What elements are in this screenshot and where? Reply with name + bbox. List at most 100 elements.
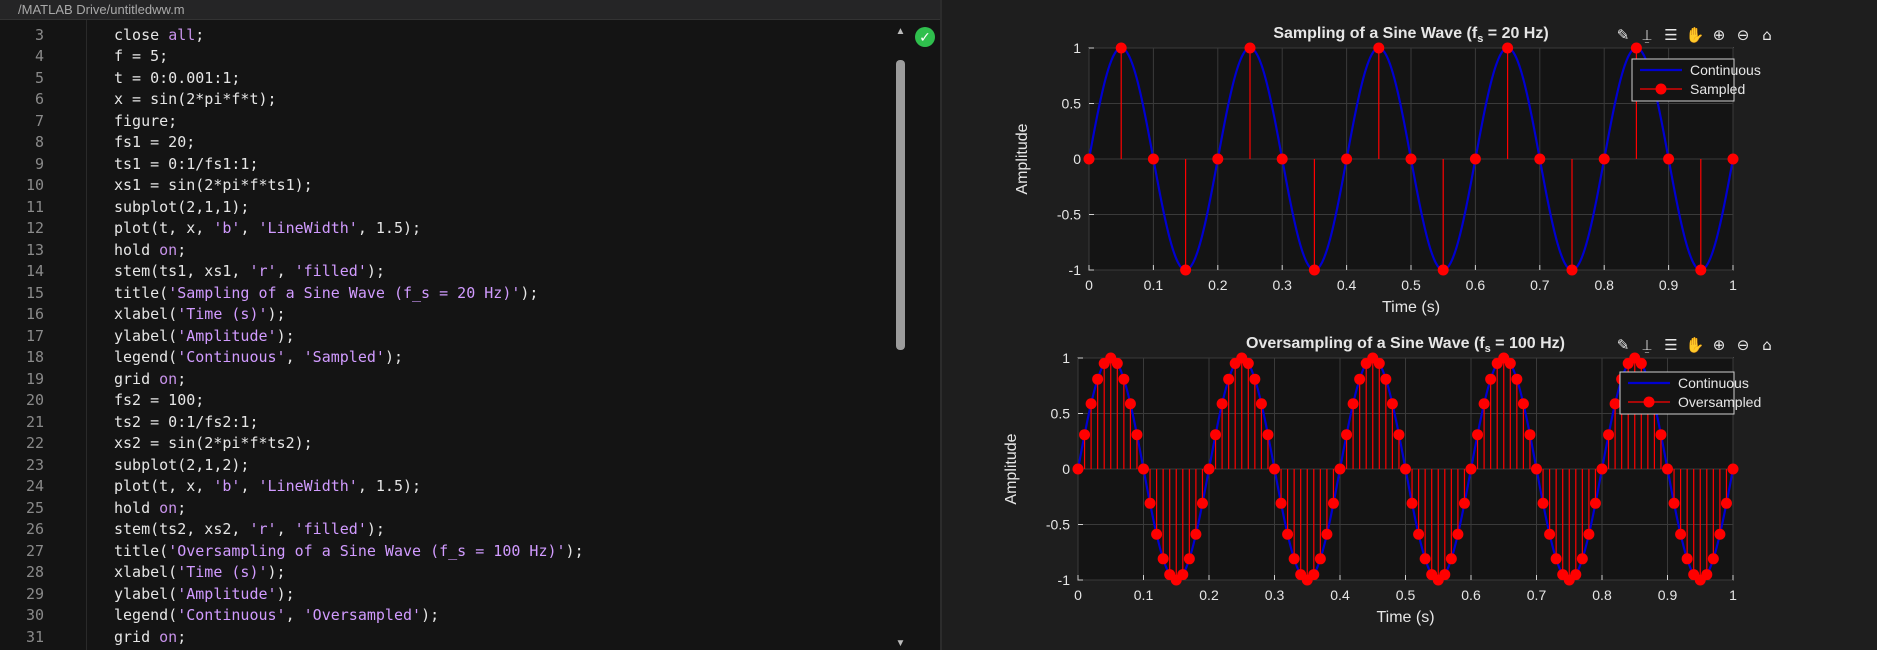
code-text[interactable]: subplot(2,1,2);	[114, 455, 250, 474]
code-text[interactable]: xlabel('Time (s)');	[114, 305, 286, 323]
code-text[interactable]: grid on;	[114, 369, 187, 388]
pan-icon[interactable]: ✋	[1685, 26, 1705, 44]
code-text[interactable]: plot(t, x, 'b', 'LineWidth', 1.5);	[114, 477, 422, 495]
zoom-in-icon[interactable]: ⊕	[1712, 336, 1726, 354]
code-text[interactable]: t = 0:0.001:1;	[114, 68, 241, 87]
code-text[interactable]: hold on;	[114, 240, 187, 259]
code-text[interactable]: hold on;	[114, 498, 187, 517]
code-line[interactable]: 29 ylabel('Amplitude');	[0, 585, 890, 607]
code-text[interactable]: title('Sampling of a Sine Wave (f_s = 20…	[114, 283, 539, 302]
code-line[interactable]: 19 grid on;	[0, 370, 890, 392]
code-line[interactable]: 28 xlabel('Time (s)');	[0, 563, 890, 585]
stem-marker	[1550, 553, 1562, 565]
stem-marker	[1144, 497, 1156, 509]
x-tick-label: 0.8	[1592, 587, 1612, 603]
code-text[interactable]: figure;	[114, 111, 178, 130]
data-tips-icon[interactable]: ⍊	[1642, 336, 1652, 354]
stem-marker	[1085, 398, 1097, 410]
stem-marker	[1469, 153, 1481, 165]
zoom-in-icon[interactable]: ⊕	[1712, 26, 1726, 44]
code-line[interactable]: 3 close all;	[0, 26, 890, 48]
stem-marker	[1609, 398, 1621, 410]
code-line[interactable]: 27 title('Oversampling of a Sine Wave (f_…	[0, 542, 890, 564]
code-text[interactable]: grid on;	[114, 627, 187, 646]
line-number: 5	[34, 68, 44, 87]
code-text[interactable]: ts2 = 0:1/fs2:1;	[114, 412, 259, 431]
code-line[interactable]: 16 xlabel('Time (s)');	[0, 305, 890, 327]
code-text[interactable]: xlabel('Time (s)');	[114, 563, 286, 581]
code-line[interactable]: 4 f = 5;	[0, 47, 890, 69]
code-line[interactable]: 30 legend('Continuous', 'Oversampled');	[0, 606, 890, 628]
code-text[interactable]: xs1 = sin(2*pi*f*ts1);	[114, 176, 313, 194]
code-line[interactable]: 15 title('Sampling of a Sine Wave (f_s = …	[0, 284, 890, 306]
code-line[interactable]: 5 t = 0:0.001:1;	[0, 69, 890, 91]
y-tick-label: -0.5	[1057, 207, 1081, 223]
code-line[interactable]: 6 x = sin(2*pi*f*t);	[0, 90, 890, 112]
code-line[interactable]: 11 subplot(2,1,1);	[0, 198, 890, 220]
legend-icon[interactable]: ☰	[1664, 336, 1678, 354]
code-text[interactable]: xs2 = sin(2*pi*f*ts2);	[114, 434, 313, 452]
code-line[interactable]: 23 subplot(2,1,2);	[0, 456, 890, 478]
code-line[interactable]: 31 grid on;	[0, 628, 890, 650]
zoom-out-icon[interactable]: ⊖	[1736, 336, 1750, 354]
data-tips-icon[interactable]: ⍊	[1642, 26, 1652, 44]
code-text[interactable]: close all;	[114, 25, 205, 44]
x-tick-label: 0.4	[1330, 587, 1350, 603]
code-text[interactable]: plot(t, x, 'b', 'LineWidth', 1.5);	[114, 219, 422, 237]
stem-marker	[1190, 528, 1202, 540]
pane-divider[interactable]	[940, 0, 942, 650]
stem-marker	[1308, 569, 1320, 581]
edit-brush-icon[interactable]: ✎	[1616, 26, 1630, 44]
code-line[interactable]: 20 fs2 = 100;	[0, 391, 890, 413]
stem-marker	[1196, 497, 1208, 509]
stem-marker	[1373, 357, 1385, 369]
code-line[interactable]: 8 fs1 = 20;	[0, 133, 890, 155]
figure-window: 0 0.1 0.2 0.3 0.4 0.5 0.6 0.7 0.8 0.9 1 -1 -0.5 0 0.5 1…	[942, 0, 1877, 650]
code-line[interactable]: 9 ts1 = 0:1/fs1:1;	[0, 155, 890, 177]
scroll-up-arrow-icon[interactable]: ▲	[895, 26, 906, 37]
code-analyzer-ok-icon[interactable]: ✓	[915, 27, 935, 47]
code-text[interactable]: ylabel('Amplitude');	[114, 584, 295, 603]
editor-scrollbar[interactable]: ▲ ▼	[894, 26, 907, 650]
code-line[interactable]: 18 legend('Continuous', 'Sampled');	[0, 348, 890, 370]
code-line[interactable]: 25 hold on;	[0, 499, 890, 521]
code-text[interactable]: subplot(2,1,1);	[114, 197, 250, 216]
legend-icon[interactable]: ☰	[1664, 26, 1678, 44]
code-line[interactable]: 17 ylabel('Amplitude');	[0, 327, 890, 349]
code-text[interactable]: ts1 = 0:1/fs1:1;	[114, 154, 259, 173]
code-text[interactable]: legend('Continuous', 'Oversampled');	[114, 606, 440, 624]
code-text[interactable]: fs2 = 100;	[114, 391, 205, 409]
stem-marker	[1465, 463, 1477, 475]
code-text[interactable]: ylabel('Amplitude');	[114, 326, 295, 345]
code-text[interactable]: fs1 = 20;	[114, 133, 196, 151]
code-line[interactable]: 24 plot(t, x, 'b', 'LineWidth', 1.5);	[0, 477, 890, 499]
code-line[interactable]: 7 figure;	[0, 112, 890, 134]
code-text[interactable]: stem(ts1, xs1, 'r', 'filled');	[114, 262, 385, 280]
subplot-sampling[interactable]: 0 0.1 0.2 0.3 0.4 0.5 0.6 0.7 0.8 0.9 1 -1 -0.5 0 0.5 1…	[942, 0, 1877, 325]
code-line[interactable]: 26 stem(ts2, xs2, 'r', 'filled');	[0, 520, 890, 542]
code-line[interactable]: 13 hold on;	[0, 241, 890, 263]
code-text[interactable]: title('Oversampling of a Sine Wave (f_s …	[114, 541, 584, 560]
code-line[interactable]: 12 plot(t, x, 'b', 'LineWidth', 1.5);	[0, 219, 890, 241]
stem-marker	[1662, 463, 1673, 475]
edit-brush-icon[interactable]: ✎	[1616, 336, 1630, 354]
gutter-divider	[86, 20, 87, 650]
zoom-out-icon[interactable]: ⊖	[1736, 26, 1750, 44]
pan-icon[interactable]: ✋	[1685, 336, 1705, 354]
code-text[interactable]: f = 5;	[114, 47, 169, 65]
code-text[interactable]: legend('Continuous', 'Sampled');	[114, 348, 403, 366]
code-line[interactable]: 22 xs2 = sin(2*pi*f*ts2);	[0, 434, 890, 456]
code-line[interactable]: 21 ts2 = 0:1/fs2:1;	[0, 413, 890, 435]
scroll-thumb[interactable]	[896, 60, 905, 350]
subplot-oversampling[interactable]: 0 0.1 0.2 0.3 0.4 0.5 0.6 0.7 0.8 0.9 1 -1 -0.5 0 0.5 1…	[942, 310, 1877, 635]
code-line[interactable]: 10 xs1 = sin(2*pi*f*ts1);	[0, 176, 890, 198]
code-text[interactable]: stem(ts2, xs2, 'r', 'filled');	[114, 520, 385, 538]
code-line[interactable]: 14 stem(ts1, xs1, 'r', 'filled');	[0, 262, 890, 284]
home-icon[interactable]: ⌂	[1762, 26, 1772, 44]
scroll-down-arrow-icon[interactable]: ▼	[895, 638, 906, 649]
home-icon[interactable]: ⌂	[1762, 336, 1772, 354]
stem-marker	[1504, 357, 1516, 369]
code-text[interactable]: x = sin(2*pi*f*t);	[114, 90, 277, 108]
